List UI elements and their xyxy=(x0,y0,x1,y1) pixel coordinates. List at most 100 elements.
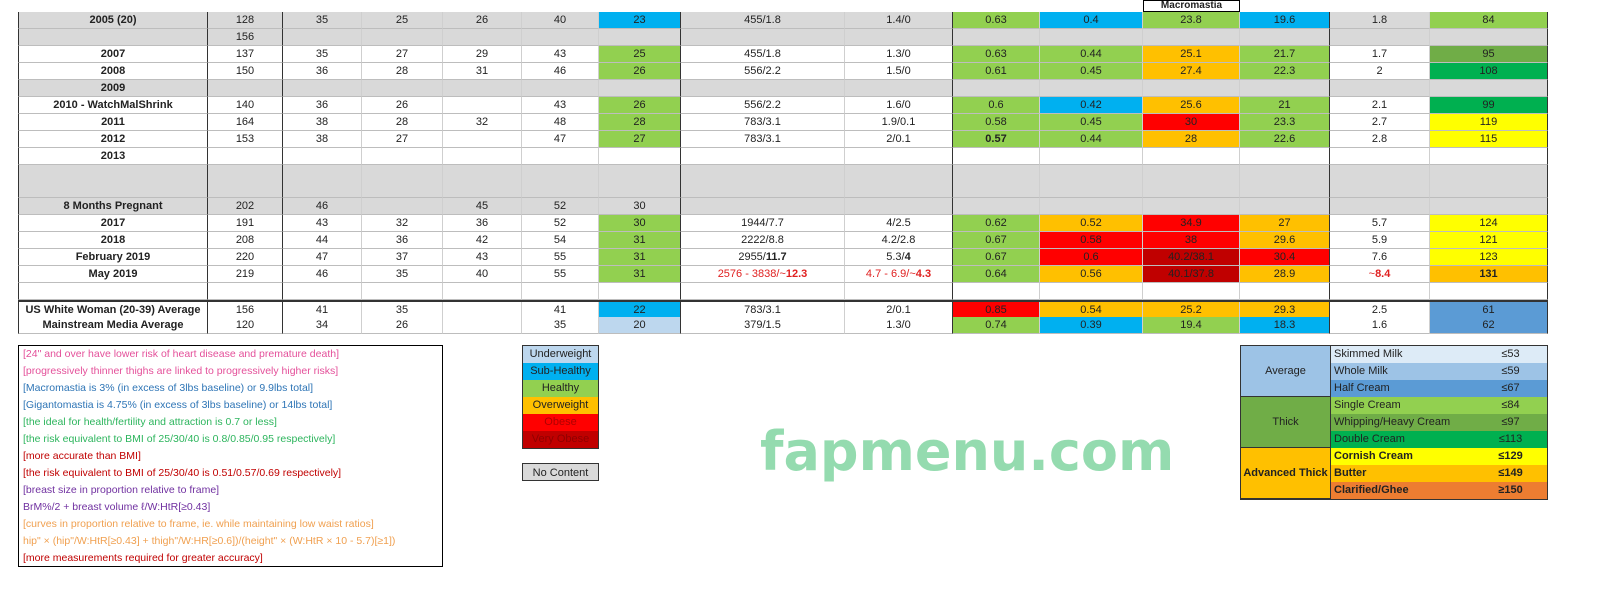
row-label: 2005 (20) xyxy=(18,12,208,29)
cream-item: Whole Milk ≤59 xyxy=(1331,363,1547,380)
cell-value: 0.6 xyxy=(1083,251,1099,263)
table-cell xyxy=(953,29,1040,46)
table-cell: 0.63 xyxy=(953,12,1040,29)
cell-value: 119 xyxy=(1479,116,1498,128)
note-line: [progressively thinner thighs are linked… xyxy=(23,365,339,377)
table-cell xyxy=(1330,80,1430,97)
cell-value: 0.56 xyxy=(1080,268,1102,280)
table-cell xyxy=(208,283,283,300)
table-row xyxy=(18,283,1548,300)
table-cell xyxy=(845,29,953,46)
table-cell: 1.7 xyxy=(1330,46,1430,63)
note-line: hip" × (hip"/W:HtR[≥0.43] + thigh"/W:HR[… xyxy=(23,535,396,547)
note-line: [more accurate than BMI] xyxy=(23,450,141,462)
table-cell: 0.45 xyxy=(1040,114,1143,131)
row-label: Mainstream Media Average xyxy=(18,317,208,334)
cream-item: Skimmed Milk ≤53 xyxy=(1331,346,1547,363)
table-cell: 52 xyxy=(522,198,599,215)
cream-group-label: Advanced Thick xyxy=(1241,448,1331,499)
cell-value: 0.44 xyxy=(1080,133,1102,145)
table-cell: 164 xyxy=(208,114,283,131)
table-row: May 2019 219 46 35 40 55 31 2576 - 3838/~ 12.3 4.… xyxy=(18,266,1548,283)
table-cell: 25 xyxy=(362,12,443,29)
table-cell: 0.74 xyxy=(953,317,1040,334)
table-row: 2009 xyxy=(18,80,1548,97)
table-cell: 27 xyxy=(599,131,681,148)
table-row: 2005 (20) 128 35 25 26 40 23 455/1.8 1.4/0 0.63 0.… xyxy=(18,12,1548,29)
table-cell: 1.6/0 xyxy=(845,97,953,114)
table-cell: 0.45 xyxy=(1040,63,1143,80)
table-cell: 35 xyxy=(362,266,443,283)
table-row: US White Woman (20-39) Average 156 41 35 41 2… xyxy=(18,300,1548,319)
cream-item-value: ≤149 xyxy=(1498,467,1523,479)
table-cell xyxy=(283,148,362,165)
table-cell xyxy=(362,148,443,165)
table-cell: 140 xyxy=(208,97,283,114)
cell-value-bold: 4 xyxy=(904,251,911,263)
cell-value: 23.3 xyxy=(1273,116,1296,128)
cell-value: 99 xyxy=(1482,99,1495,111)
table-cell: 2.8 xyxy=(1330,131,1430,148)
table-cell: 5.7 xyxy=(1330,215,1430,232)
cell-value: 27.4 xyxy=(1180,65,1202,77)
table-cell: 27.4 xyxy=(1143,63,1240,80)
table-cell: 1.6 xyxy=(1330,317,1430,334)
table-cell: 26 xyxy=(443,12,522,29)
table-cell: 40 xyxy=(522,12,599,29)
row-label: 2012 xyxy=(18,131,208,148)
cell-value: 0.63 xyxy=(985,48,1007,60)
row-label: 2007 xyxy=(18,46,208,63)
table-cell: 62 xyxy=(1430,317,1548,334)
row-label: February 2019 xyxy=(18,249,208,266)
table-cell: 150 xyxy=(208,63,283,80)
table-cell: 123 xyxy=(1430,249,1548,266)
cell-value: 40.1/37.8 xyxy=(1168,268,1214,280)
table-cell xyxy=(362,29,443,46)
table-cell xyxy=(1040,283,1143,300)
cream-item: Double Cream ≤113 xyxy=(1331,431,1547,448)
table-cell: 124 xyxy=(1430,215,1548,232)
table-cell xyxy=(1240,80,1330,97)
table-cell xyxy=(208,165,283,198)
cell-value: 5.3/ xyxy=(886,251,905,263)
table-cell xyxy=(362,283,443,300)
table-cell xyxy=(953,283,1040,300)
table-row: 2017 191 43 32 36 52 30 1944/7.7 4/2.5 0.62 0.52 34… xyxy=(18,215,1548,232)
table-cell: 38 xyxy=(283,114,362,131)
cream-item-name: Whipping/Heavy Cream xyxy=(1334,416,1451,428)
table-cell: 4/2.5 xyxy=(845,215,953,232)
table-cell: 28 xyxy=(599,114,681,131)
cream-group-items: Cornish Cream ≤129 Butter ≤149 Clarified/Ghe… xyxy=(1331,448,1547,499)
table-cell: 20 xyxy=(599,317,681,334)
table-cell: 2222/8.8 xyxy=(681,232,845,249)
table-cell: 52 xyxy=(522,215,599,232)
row-label: May 2019 xyxy=(18,266,208,283)
cell-value: 62 xyxy=(1482,319,1495,331)
row-label: 2011 xyxy=(18,114,208,131)
table-cell: 108 xyxy=(1430,63,1548,80)
table-cell xyxy=(522,29,599,46)
note-line: [the ideal for health/fertility and attr… xyxy=(23,416,277,428)
table-cell: 153 xyxy=(208,131,283,148)
table-cell: 156 xyxy=(208,29,283,46)
table-cell: 26 xyxy=(362,317,443,334)
table-cell: 0.6 xyxy=(953,97,1040,114)
table-row: 2008 150 36 28 31 46 26 556/2.2 1.5/0 0.61 0.45 27.… xyxy=(18,63,1548,80)
cream-group-label: Thick xyxy=(1241,397,1331,448)
cell-value: 131 xyxy=(1479,268,1498,280)
cell-value: 0.61 xyxy=(985,65,1007,77)
table-row: 2018 208 44 36 42 54 31 2222/8.8 4.2/2.8 0.67 0.58… xyxy=(18,232,1548,249)
cell-value: 31 xyxy=(633,234,646,246)
row-label: 2008 xyxy=(18,63,208,80)
table-cell xyxy=(1330,198,1430,215)
table-cell xyxy=(1240,198,1330,215)
table-cell xyxy=(1430,165,1548,198)
table-cell xyxy=(443,29,522,46)
table-cell xyxy=(1040,165,1143,198)
table-row xyxy=(18,165,1548,198)
table-cell: 35 xyxy=(283,46,362,63)
table-cell xyxy=(953,165,1040,198)
cream-item-value: ≤113 xyxy=(1498,433,1523,445)
table-cell: 47 xyxy=(522,131,599,148)
cell-value: 34.9 xyxy=(1180,217,1202,229)
